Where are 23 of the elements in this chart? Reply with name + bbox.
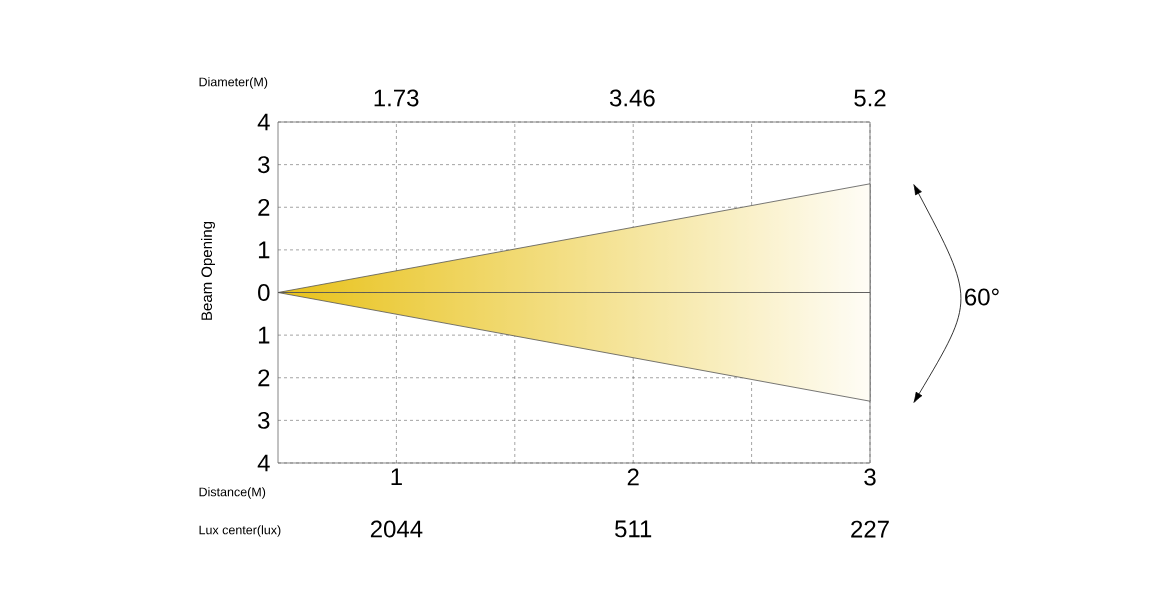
y-tick-label: 1	[258, 241, 270, 259]
y-tick-label: 2	[258, 198, 270, 216]
x2-tick-label: 5.2	[854, 89, 886, 107]
text: Lux center(lux)	[199, 525, 281, 537]
x2-axis-title: Diameter(M)	[199, 77, 268, 89]
text: 60°	[965, 288, 999, 306]
y-axis-title: Beam Opening	[201, 221, 215, 320]
x2-tick-label: 3.46	[609, 89, 655, 107]
y-tick-label: 3	[258, 411, 270, 429]
x-tick-label: 3	[864, 468, 876, 486]
y-tick-label: 4	[257, 454, 270, 472]
x-tick-label: 2	[627, 468, 639, 486]
x2-tick-label: 1.73	[374, 89, 419, 107]
y-tick-label: 1	[258, 326, 270, 344]
x-axis-title: Distance(M)	[199, 487, 266, 499]
y-tick-label: 0	[258, 284, 270, 301]
y-tick-label: 4	[257, 113, 270, 131]
x-tick-label: 1	[391, 468, 402, 486]
y-tick-label: 2	[258, 369, 270, 387]
y-tick-label: 3	[258, 156, 270, 174]
text: 511	[615, 520, 652, 538]
text: 2044	[370, 520, 423, 538]
text: 227	[851, 520, 889, 538]
